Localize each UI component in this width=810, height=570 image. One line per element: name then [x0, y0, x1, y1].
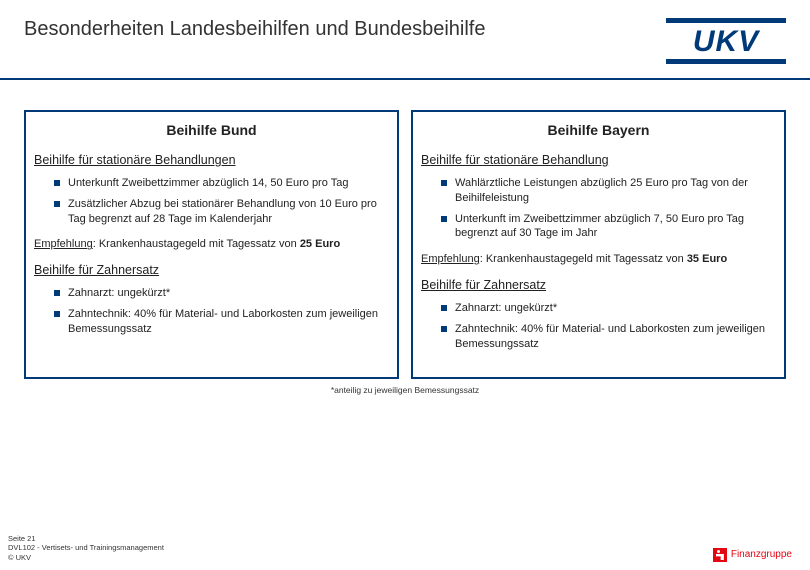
footer-left: Seite 21 DVL102 - Vertisets- und Trainin…: [8, 534, 164, 562]
panel-bayern: Beihilfe Bayern Beihilfe für stationäre …: [411, 110, 786, 379]
page-title: Besonderheiten Landesbeihilfen und Bunde…: [24, 18, 485, 41]
panel-bayern-body: Beihilfe für stationäre Behandlung Wahlä…: [413, 146, 784, 367]
recommend-bold: 35 Euro: [687, 253, 727, 265]
footer-copyright: © UKV: [8, 553, 164, 562]
sparkasse-logo: Finanzgruppe: [713, 548, 792, 562]
footer-page: Seite 21: [8, 534, 164, 543]
panel-bund-title: Beihilfe Bund: [26, 112, 397, 146]
recommend-bold: 25 Euro: [300, 238, 340, 250]
bund-zahn-list: Zahnarzt: ungekürzt* Zahntechnik: 40% fü…: [34, 283, 389, 340]
list-item: Zahntechnik: 40% für Material- und Labor…: [441, 319, 776, 355]
footer: Seite 21 DVL102 - Vertisets- und Trainin…: [8, 534, 792, 562]
bund-stationaer-list: Unterkunft Zweibettzimmer abzüglich 14, …: [34, 173, 389, 230]
bayern-zahn-list: Zahnarzt: ungekürzt* Zahntechnik: 40% fü…: [421, 298, 776, 355]
recommend-label: Empfehlung: [421, 253, 480, 265]
bund-recommend: Empfehlung: Krankenhaustagegeld mit Tage…: [34, 237, 389, 252]
header: Besonderheiten Landesbeihilfen und Bunde…: [0, 0, 810, 80]
recommend-text: : Krankenhaustagegeld mit Tagessatz von: [480, 253, 687, 265]
footer-doc: DVL102 - Vertisets- und Trainingsmanagem…: [8, 543, 164, 552]
list-item: Wahlärztliche Leistungen abzüglich 25 Eu…: [441, 173, 776, 209]
list-item: Zahntechnik: 40% für Material- und Labor…: [54, 304, 389, 340]
ukv-logo: UKV: [666, 18, 786, 66]
bund-zahn-heading: Beihilfe für Zahnersatz: [34, 262, 389, 279]
content-area: Beihilfe Bund Beihilfe für stationäre Be…: [0, 80, 810, 379]
bund-stationaer-heading: Beihilfe für stationäre Behandlungen: [34, 152, 389, 169]
panel-bund: Beihilfe Bund Beihilfe für stationäre Be…: [24, 110, 399, 379]
panel-bayern-title: Beihilfe Bayern: [413, 112, 784, 146]
bayern-stationaer-list: Wahlärztliche Leistungen abzüglich 25 Eu…: [421, 173, 776, 244]
logo-bar-top: [666, 18, 786, 23]
list-item: Zahnarzt: ungekürzt*: [54, 283, 389, 304]
footnote: *anteilig zu jeweiligen Bemessungssatz: [0, 385, 810, 395]
logo-bar-bottom: [666, 59, 786, 64]
bayern-zahn-heading: Beihilfe für Zahnersatz: [421, 277, 776, 294]
list-item: Unterkunft Zweibettzimmer abzüglich 14, …: [54, 173, 389, 194]
recommend-label: Empfehlung: [34, 238, 93, 250]
panel-bund-body: Beihilfe für stationäre Behandlungen Unt…: [26, 146, 397, 352]
list-item: Zusätzlicher Abzug bei stationärer Behan…: [54, 194, 389, 230]
bayern-stationaer-heading: Beihilfe für stationäre Behandlung: [421, 152, 776, 169]
logo-text: UKV: [693, 27, 759, 57]
sparkasse-icon: [713, 548, 727, 562]
recommend-text: : Krankenhaustagegeld mit Tagessatz von: [93, 238, 300, 250]
bayern-recommend: Empfehlung: Krankenhaustagegeld mit Tage…: [421, 252, 776, 267]
sparkasse-text: Finanzgruppe: [731, 549, 792, 562]
list-item: Zahnarzt: ungekürzt*: [441, 298, 776, 319]
list-item: Unterkunft im Zweibettzimmer abzüglich 7…: [441, 209, 776, 245]
